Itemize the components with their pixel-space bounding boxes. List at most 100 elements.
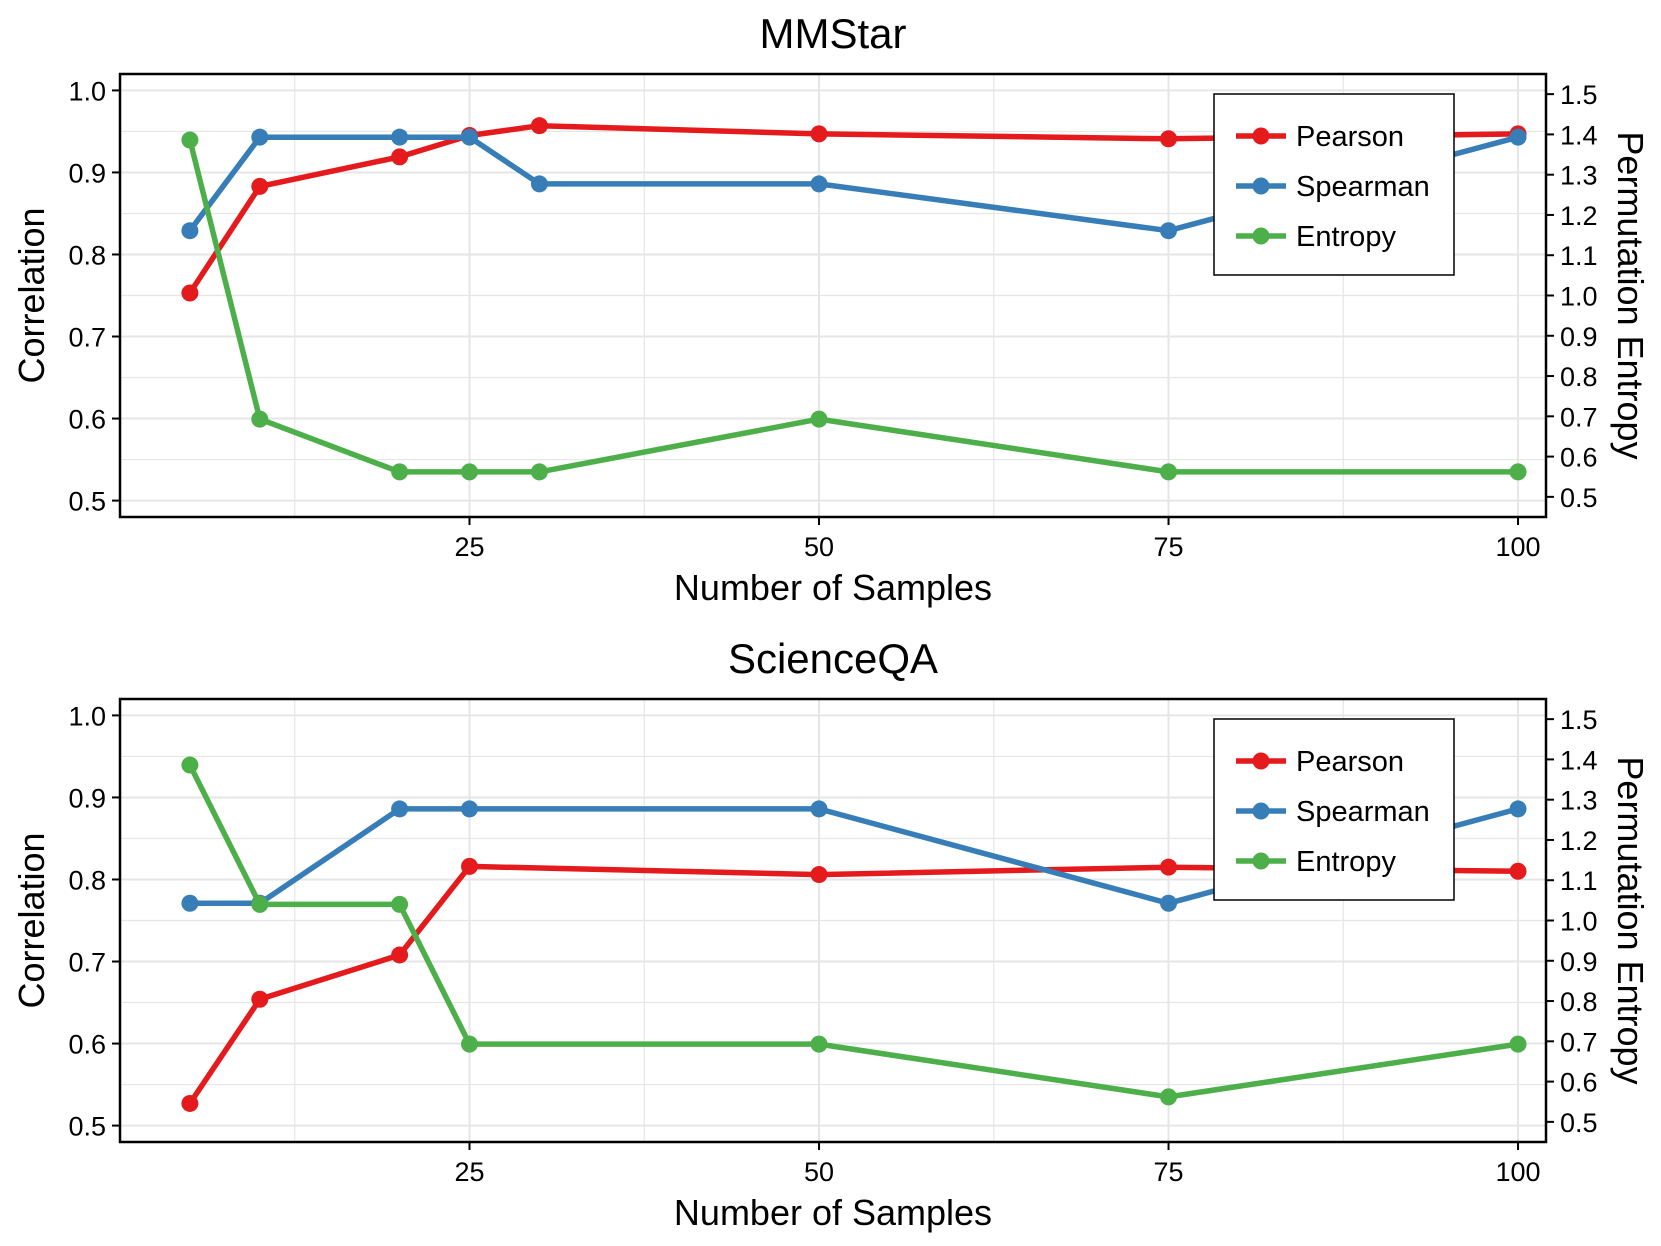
data-point-spearman — [1160, 222, 1178, 240]
y2-tick-label: 0.8 — [1560, 987, 1598, 1017]
data-point-pearson — [1160, 130, 1178, 148]
plot-frame — [118, 697, 1548, 1144]
data-point-entropy — [181, 131, 199, 149]
legend-label: Entropy — [1296, 846, 1396, 878]
y2-tick-label: 1.4 — [1560, 745, 1598, 775]
data-point-spearman — [810, 175, 828, 193]
data-point-entropy — [251, 895, 269, 913]
data-point-spearman — [1509, 800, 1527, 818]
x-axis-label: Number of Samples — [674, 567, 992, 608]
data-point-spearman — [181, 894, 199, 912]
x-tick-label: 50 — [804, 532, 834, 562]
y-axis-label: Correlation — [11, 832, 52, 1008]
chart-panel-2: ScienceQA 25 50 75 100 0.5 0.6 0.7 0.8 0.9 1.0 0.5 0… — [11, 635, 1651, 1233]
x-tick-label: 100 — [1496, 1157, 1541, 1187]
data-point-pearson — [391, 946, 409, 964]
x-tick-label: 75 — [1154, 1157, 1184, 1187]
y-tick-label: 0.6 — [68, 405, 106, 435]
data-point-entropy — [530, 463, 548, 481]
y2-tick-label: 0.9 — [1560, 947, 1598, 977]
data-point-pearson — [810, 866, 828, 884]
y2-axis-label: Permutation Entropy — [1610, 756, 1651, 1084]
x-tick-label: 75 — [1154, 532, 1184, 562]
legend-swatch-marker — [1252, 177, 1270, 195]
y-axis-label: Correlation — [11, 207, 52, 383]
legend-label: Pearson — [1296, 746, 1404, 778]
x-tick-label: 100 — [1496, 532, 1541, 562]
y-tick-label: 1.0 — [68, 76, 106, 106]
data-point-entropy — [391, 463, 409, 481]
y2-tick-label: 1.3 — [1560, 786, 1598, 816]
data-point-entropy — [251, 410, 269, 428]
series-line-entropy — [187, 137, 1521, 475]
plot-frame — [118, 72, 1548, 519]
series-line-pearson — [187, 122, 1521, 296]
y-tick-label: 0.5 — [68, 487, 106, 517]
chart-title: MMStar — [760, 10, 907, 57]
y2-tick-label: 1.4 — [1560, 120, 1598, 150]
data-point-entropy — [810, 410, 828, 428]
data-point-pearson — [1160, 858, 1178, 876]
y-tick-label: 0.7 — [68, 948, 106, 978]
y-tick-label: 0.9 — [68, 783, 106, 813]
y2-tick-label: 1.1 — [1560, 241, 1598, 271]
y2-tick-label: 0.7 — [1560, 402, 1598, 432]
legend: Pearson Spearman Entropy — [1213, 93, 1455, 276]
x-axis-label: Number of Samples — [674, 1192, 992, 1233]
data-point-pearson — [251, 177, 269, 195]
data-point-entropy — [810, 1035, 828, 1053]
x-tick-label: 25 — [454, 1157, 484, 1187]
y2-tick-label: 1.0 — [1560, 282, 1598, 312]
series-spearman — [181, 128, 1527, 240]
data-point-entropy — [1160, 1088, 1178, 1106]
data-point-pearson — [530, 117, 548, 135]
legend-label: Spearman — [1296, 171, 1430, 203]
y2-tick-label: 0.5 — [1560, 483, 1598, 513]
data-point-spearman — [181, 222, 199, 240]
data-point-entropy — [1509, 463, 1527, 481]
data-point-pearson — [251, 990, 269, 1008]
series-entropy — [181, 131, 1527, 481]
data-point-pearson — [391, 148, 409, 166]
data-point-entropy — [1509, 1035, 1527, 1053]
y2-tick-label: 1.5 — [1560, 80, 1598, 110]
y2-tick-label: 0.5 — [1560, 1108, 1598, 1138]
y2-axis-label: Permutation Entropy — [1610, 131, 1651, 459]
y2-tick-label: 0.7 — [1560, 1027, 1598, 1057]
data-point-entropy — [391, 895, 409, 913]
data-point-spearman — [530, 175, 548, 193]
data-point-spearman — [1509, 128, 1527, 146]
legend-swatch-marker — [1252, 752, 1270, 770]
legend-label: Entropy — [1296, 221, 1396, 253]
y2-tick-label: 0.9 — [1560, 322, 1598, 352]
x-tick-label: 25 — [454, 532, 484, 562]
y-tick-label: 0.8 — [68, 865, 106, 895]
y-tick-label: 0.8 — [68, 240, 106, 270]
data-point-spearman — [1160, 894, 1178, 912]
legend-swatch-marker — [1252, 852, 1270, 870]
data-point-entropy — [461, 463, 479, 481]
chart-panel-1: MMStar 25 50 75 100 0.5 0.6 0.7 0.8 0.9 1.0 0.5 0.6 0… — [11, 10, 1651, 608]
y2-tick-label: 1.2 — [1560, 826, 1598, 856]
data-point-spearman — [461, 800, 479, 818]
data-point-pearson — [810, 125, 828, 143]
legend: Pearson Spearman Entropy — [1213, 718, 1455, 901]
data-point-spearman — [461, 128, 479, 146]
legend-swatch-marker — [1252, 802, 1270, 820]
y2-tick-label: 1.1 — [1560, 866, 1598, 896]
y-tick-label: 0.5 — [68, 1112, 106, 1142]
legend-swatch-marker — [1252, 227, 1270, 245]
legend-swatch-marker — [1252, 127, 1270, 145]
data-point-pearson — [1509, 862, 1527, 880]
data-point-spearman — [391, 128, 409, 146]
legend-label: Pearson — [1296, 121, 1404, 153]
legend-label: Spearman — [1296, 796, 1430, 828]
data-point-spearman — [810, 800, 828, 818]
y-tick-label: 0.6 — [68, 1030, 106, 1060]
data-point-entropy — [461, 1035, 479, 1053]
y2-tick-label: 1.5 — [1560, 705, 1598, 735]
y-tick-label: 0.7 — [68, 323, 106, 353]
y2-tick-label: 0.8 — [1560, 362, 1598, 392]
y2-tick-label: 0.6 — [1560, 443, 1598, 473]
